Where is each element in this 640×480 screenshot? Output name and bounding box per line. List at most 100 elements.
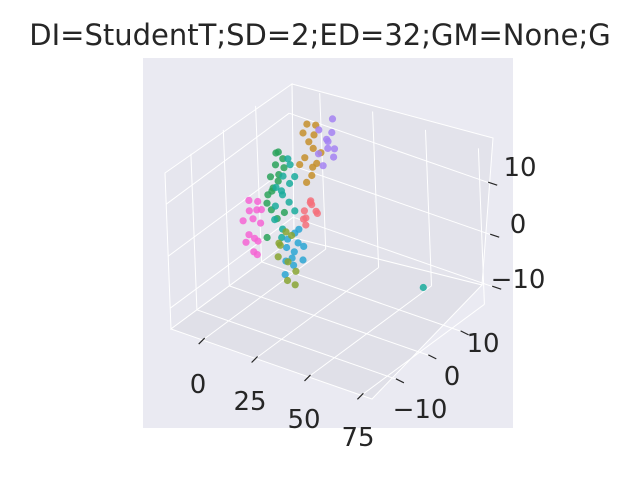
x-tick-mark [356, 392, 364, 400]
tick-marks [198, 181, 502, 400]
data-point [274, 253, 282, 261]
data-point [330, 145, 339, 153]
data-point [283, 276, 292, 285]
data-point [309, 144, 317, 152]
grid-line [169, 216, 294, 309]
data-point [291, 173, 299, 181]
y-tick-labels: −10 0 10 [393, 329, 500, 425]
data-point [263, 199, 271, 207]
data-point [253, 251, 261, 259]
z-tick-mark [488, 181, 498, 186]
grid-line [477, 148, 485, 305]
data-point [319, 162, 327, 170]
x-tick-mark [304, 374, 311, 382]
data-point [302, 221, 310, 229]
data-point [279, 155, 287, 163]
scatter-points [239, 115, 427, 292]
data-point [294, 239, 302, 247]
data-point [315, 126, 323, 134]
data-point [284, 258, 292, 266]
data-point [276, 241, 284, 249]
data-point [305, 138, 313, 146]
y-tick-mark [395, 378, 405, 384]
data-point [271, 202, 279, 210]
x-tick-labels: 0 25 50 75 [190, 370, 375, 453]
data-point [307, 197, 315, 205]
z-tick-mark [492, 285, 502, 290]
grid-line [165, 112, 290, 205]
data-point [254, 197, 262, 206]
data-point [292, 267, 300, 275]
data-point [308, 171, 316, 180]
data-point [295, 225, 303, 233]
data-point [257, 219, 265, 227]
data-point [284, 155, 292, 163]
data-point [278, 233, 286, 242]
data-point [283, 243, 291, 252]
data-point [245, 196, 253, 204]
y-tick-mark [428, 354, 437, 360]
data-point [313, 159, 321, 167]
x-tick-label: 0 [190, 370, 207, 400]
data-point [282, 228, 290, 236]
data-point [324, 144, 332, 152]
data-point [288, 231, 296, 240]
data-point [271, 161, 280, 169]
data-point [281, 271, 289, 279]
data-point [266, 173, 275, 181]
grid-line [202, 248, 326, 341]
z-tick-label: 0 [510, 210, 527, 240]
data-point [302, 214, 310, 222]
z-tick-label: 10 [503, 153, 536, 183]
grid-line [255, 267, 379, 359]
data-point [253, 206, 261, 214]
data-point [299, 129, 307, 137]
z-tick-label: −10 [491, 265, 546, 295]
grid-line [289, 112, 491, 184]
data-point [330, 153, 338, 161]
data-point [301, 154, 309, 162]
data-point [290, 261, 298, 269]
grid-line [222, 129, 230, 286]
pane-floor [169, 237, 483, 400]
data-point [280, 208, 288, 217]
data-point [286, 161, 294, 169]
data-point [274, 177, 282, 185]
x-tick-mark [251, 356, 259, 363]
data-point [242, 238, 250, 246]
data-point [303, 120, 311, 128]
chart-title: DI=StudentT;SD=2;ED=32;GM=None;G [29, 18, 611, 52]
data-point [290, 248, 298, 256]
x-tick-label: 25 [233, 387, 266, 417]
data-point [239, 217, 247, 225]
data-point [271, 216, 279, 224]
z-tick-labels: −10 0 10 [491, 153, 546, 295]
grid-line [190, 153, 198, 310]
data-point [300, 242, 308, 250]
data-point [249, 215, 257, 223]
data-point [254, 237, 262, 245]
grid-line [229, 285, 431, 357]
grid-line [291, 164, 493, 236]
data-point [291, 207, 299, 215]
data-point [285, 198, 293, 206]
data-point [279, 172, 287, 180]
y-tick-label: 10 [466, 329, 499, 359]
data-point [296, 161, 304, 169]
data-point [277, 187, 286, 195]
x-tick-mark [198, 337, 206, 345]
z-tick-mark [490, 233, 500, 238]
data-point [328, 128, 336, 137]
data-point [286, 179, 294, 188]
grid-line [308, 285, 432, 378]
data-point [314, 150, 323, 158]
data-point [245, 231, 253, 239]
grid-line [361, 303, 485, 396]
data-point [280, 164, 288, 172]
data-point [419, 283, 427, 292]
data-point [264, 191, 272, 199]
data-point [310, 131, 318, 139]
data-point [291, 281, 299, 289]
grid-line [425, 129, 432, 286]
